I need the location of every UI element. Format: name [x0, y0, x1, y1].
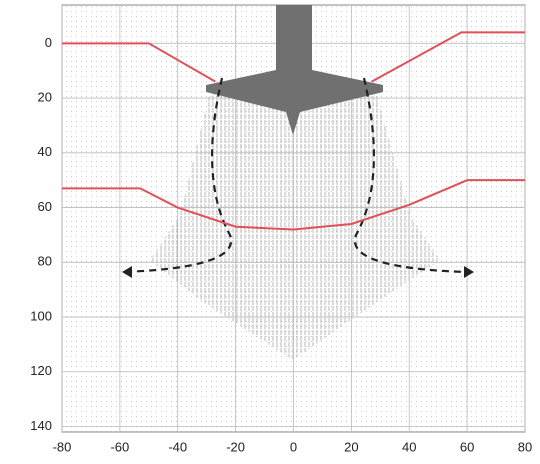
- arrow-head: [122, 266, 132, 278]
- y-tick-label: 140: [30, 418, 52, 433]
- x-tick-label: 20: [344, 439, 358, 454]
- y-tick-label: 100: [30, 308, 52, 323]
- vector-field: [150, 92, 440, 360]
- y-tick-label: 80: [38, 254, 52, 269]
- y-tick-label: 60: [38, 199, 52, 214]
- y-tick-label: 120: [30, 363, 52, 378]
- x-tick-label: -80: [53, 439, 72, 454]
- y-tick-label: 40: [38, 144, 52, 159]
- line: [62, 42, 216, 83]
- load-arrow: [206, 5, 383, 135]
- x-tick-label: -60: [110, 439, 129, 454]
- x-tick-label: 80: [518, 439, 532, 454]
- y-tick-label: 20: [38, 90, 52, 105]
- x-tick-label: -40: [168, 439, 187, 454]
- x-tick-label: 60: [460, 439, 474, 454]
- flow-arrow: [353, 77, 467, 274]
- flow-arrow: [121, 77, 233, 274]
- y-tick-label: 0: [45, 35, 52, 50]
- x-tick-label: -20: [226, 439, 245, 454]
- arrow-head: [464, 266, 474, 278]
- x-tick-label: 0: [290, 439, 297, 454]
- line: [62, 179, 525, 231]
- x-tick-label: 40: [402, 439, 416, 454]
- line: [371, 31, 525, 83]
